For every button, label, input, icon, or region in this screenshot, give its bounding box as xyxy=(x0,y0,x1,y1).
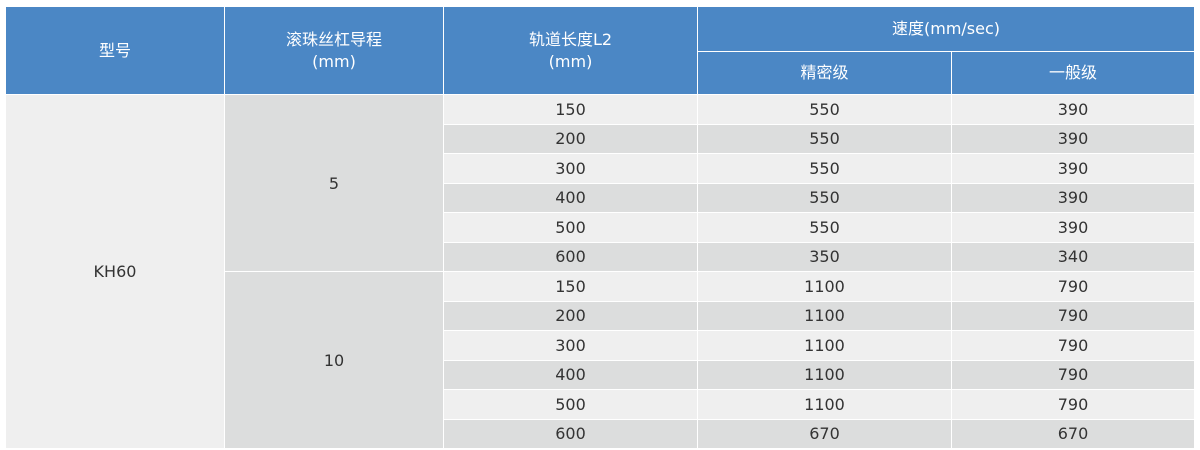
table-row: 200 1100 790 xyxy=(6,301,1194,330)
precision-cell: 1100 xyxy=(698,360,951,389)
general-cell: 390 xyxy=(952,213,1194,242)
lead-cell: 5 xyxy=(225,95,443,271)
length-cell: 150 xyxy=(444,95,697,124)
lead-cell: 10 xyxy=(225,272,443,448)
header-lead-unit: (mm) xyxy=(312,51,356,71)
precision-cell: 1100 xyxy=(698,301,951,330)
length-cell: 600 xyxy=(444,242,697,271)
table-row: 500 550 390 xyxy=(6,213,1194,242)
general-cell: 790 xyxy=(952,272,1194,301)
general-cell: 790 xyxy=(952,331,1194,360)
model-cell: KH60 xyxy=(6,95,224,448)
table-row: 200 550 390 xyxy=(6,124,1194,153)
precision-cell: 1100 xyxy=(698,390,951,419)
table-row: KH60 5 150 550 390 xyxy=(6,95,1194,448)
general-cell: 390 xyxy=(952,95,1194,124)
length-cell: 400 xyxy=(444,183,697,212)
header-length-label: 轨道长度L2 xyxy=(528,29,613,49)
length-cell: 150 xyxy=(444,272,697,301)
length-cell: 400 xyxy=(444,360,697,389)
general-cell: 390 xyxy=(952,124,1194,153)
table-row: 600 670 670 xyxy=(6,419,1194,448)
length-cell: 200 xyxy=(444,301,697,330)
table-row: 300 1100 790 xyxy=(6,331,1194,360)
speed-table: 型号 滚珠丝杠导程 (mm) 轨道长度L2 (mm) 速度(mm/sec) 精密级 … xyxy=(5,6,1195,449)
precision-cell: 670 xyxy=(698,419,951,448)
table-row: 400 550 390 xyxy=(6,183,1194,212)
length-cell: 300 xyxy=(444,331,697,360)
header-general: 一般级 xyxy=(952,52,1194,94)
precision-cell: 350 xyxy=(698,242,951,271)
general-cell: 790 xyxy=(952,390,1194,419)
general-cell: 790 xyxy=(952,360,1194,389)
table-row: 400 1100 790 xyxy=(6,360,1194,389)
precision-cell: 1100 xyxy=(698,272,951,301)
precision-cell: 550 xyxy=(698,213,951,242)
precision-cell: 550 xyxy=(698,95,951,124)
precision-cell: 550 xyxy=(698,124,951,153)
table-row: 600 350 340 xyxy=(6,242,1194,271)
table-row: 500 1100 790 xyxy=(6,390,1194,419)
precision-cell: 550 xyxy=(698,154,951,183)
general-cell: 390 xyxy=(952,154,1194,183)
header-length: 轨道长度L2 (mm) xyxy=(444,7,697,94)
general-cell: 670 xyxy=(952,419,1194,448)
header-length-unit: (mm) xyxy=(548,51,593,71)
length-cell: 200 xyxy=(444,124,697,153)
general-cell: 390 xyxy=(952,183,1194,212)
length-cell: 500 xyxy=(444,213,697,242)
header-lead-label: 滚珠丝杠导程 xyxy=(285,29,382,49)
header-model: 型号 xyxy=(6,7,224,94)
header-speed: 速度(mm/sec) xyxy=(698,7,1194,51)
header-precision: 精密级 xyxy=(698,52,951,94)
header-lead: 滚珠丝杠导程 (mm) xyxy=(225,7,443,94)
general-cell: 790 xyxy=(952,301,1194,330)
length-cell: 600 xyxy=(444,419,697,448)
length-cell: 500 xyxy=(444,390,697,419)
general-cell: 340 xyxy=(952,242,1194,271)
table-row: 300 550 390 xyxy=(6,154,1194,183)
length-cell: 300 xyxy=(444,154,697,183)
precision-cell: 1100 xyxy=(698,331,951,360)
precision-cell: 550 xyxy=(698,183,951,212)
table-row: 10 150 1100 790 xyxy=(6,272,1194,448)
